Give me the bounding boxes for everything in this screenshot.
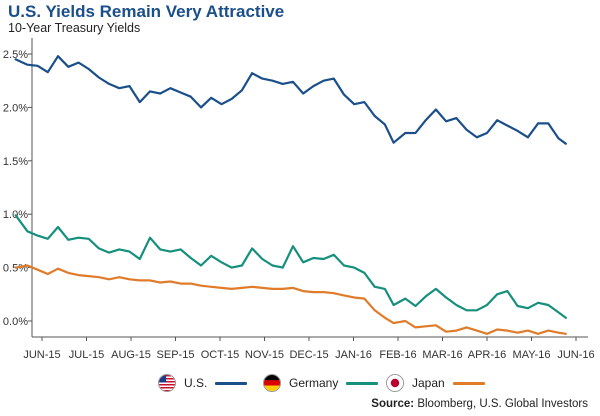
legend-item-japan: Japan (386, 372, 485, 394)
y-tick-label: 0.0% (3, 316, 28, 328)
legend-swatch-germany (346, 381, 379, 385)
legend-label-us: U.S. (184, 376, 208, 390)
source-text: Bloomberg, U.S. Global Investors (417, 398, 588, 410)
source-label: Source: (371, 398, 415, 410)
legend-item-germany: Germany (263, 372, 379, 394)
y-tick-label: 1.5% (3, 156, 28, 168)
chart-title: U.S. Yields Remain Very Attractive (8, 2, 285, 21)
axes: 0.0%0.5%1.0%1.5%2.0%2.5%JUN-15 JUL-15 AUG-… (3, 38, 595, 361)
legend-swatch-japan (452, 381, 485, 385)
x-tick-label: SEP-15 (157, 349, 195, 361)
x-tick-label: JUN-16 (557, 349, 594, 361)
line-chart: 0.0%0.5%1.0%1.5%2.0%2.5%JUN-15 JUL-15 AUG-… (3, 38, 595, 361)
x-tick-label: AUG-15 (111, 349, 151, 361)
legend: U.S. Germany Japan (0, 372, 600, 396)
germany-flag-icon (263, 374, 281, 392)
series-line-germany (14, 214, 567, 319)
x-tick-label: JAN-16 (335, 349, 372, 361)
legend-label-germany: Germany (289, 376, 339, 390)
chart-subtitle: 10-Year Treasury Yields (8, 21, 141, 35)
legend-label-japan: Japan (412, 376, 445, 390)
series-line-japan (14, 264, 567, 335)
y-tick-label: 2.5% (3, 49, 28, 61)
source-note: Source: Bloomberg, U.S. Global Investors (371, 398, 588, 410)
japan-flag-icon (386, 374, 404, 392)
y-tick-label: 2.0% (3, 102, 28, 114)
x-tick-label: APR-16 (468, 349, 507, 361)
x-tick-label: DEC-15 (289, 349, 328, 361)
us-flag-icon (158, 374, 176, 392)
series-line-us (14, 55, 567, 145)
x-tick-label: JUN-15 (23, 349, 60, 361)
legend-item-us: U.S. (158, 372, 248, 394)
x-tick-label: MAY-16 (513, 349, 551, 361)
series-lines (14, 55, 567, 335)
x-tick-label: JUL-15 (69, 349, 104, 361)
x-tick-label: MAR-16 (422, 349, 462, 361)
x-tick-label: OCT-15 (201, 349, 240, 361)
legend-swatch-us (215, 381, 248, 385)
x-tick-label: FEB-16 (379, 349, 416, 361)
x-tick-label: NOV-15 (245, 349, 284, 361)
